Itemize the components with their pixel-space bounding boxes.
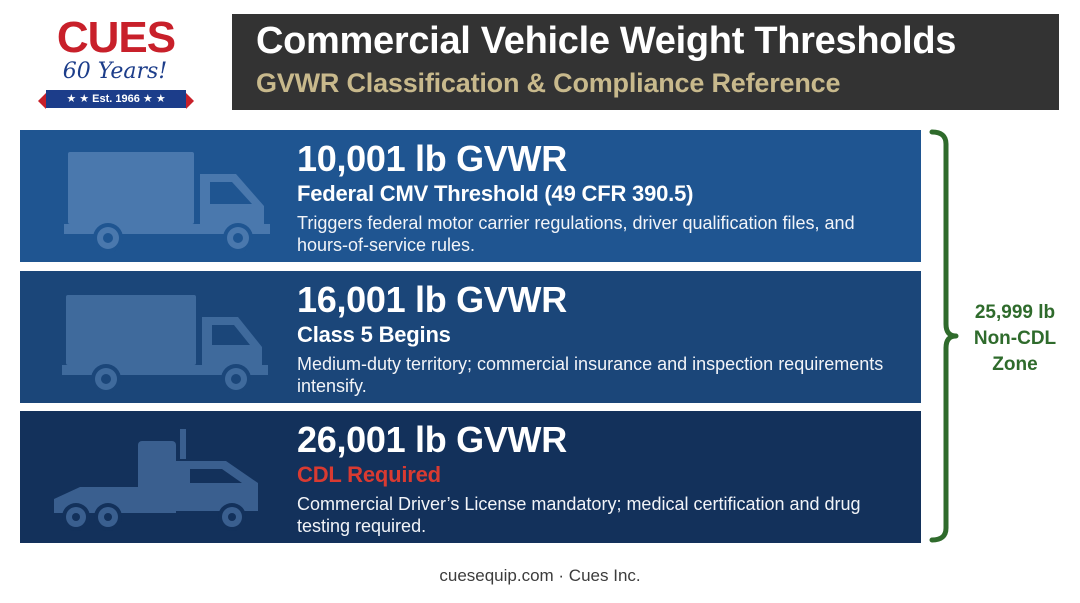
threshold-weight: 16,001 lb GVWR <box>297 279 567 320</box>
bracket-label-line3: Zone <box>992 354 1038 375</box>
threshold-weight: 26,001 lb GVWR <box>297 419 567 460</box>
bracket-label-weight: 25,999 lb <box>974 302 1056 323</box>
threshold-band-26001: 26,001 lb GVWR CDL Required Commercial D… <box>20 411 921 543</box>
threshold-heading: Federal CMV Threshold (49 CFR 390.5) <box>297 181 694 206</box>
box-truck-icon <box>64 152 270 252</box>
page-subtitle: GVWR Classification & Compliance Referen… <box>256 68 841 98</box>
non-cdl-zone-bracket <box>929 129 959 543</box>
header-banner: Commercial Vehicle Weight Thresholds GVW… <box>232 14 1059 110</box>
threshold-heading-cdl-required: CDL Required <box>297 462 441 487</box>
logo-established-ribbon: ★ ★ Est. 1966 ★ ★ <box>38 90 194 109</box>
threshold-weight: 10,001 lb GVWR <box>297 138 567 179</box>
threshold-band-16001: 16,001 lb GVWR Class 5 Begins Medium-dut… <box>20 271 921 403</box>
logo-wordmark: CUES <box>56 13 176 62</box>
footer-credit: cuesequip.com · Cues Inc. <box>439 566 641 585</box>
threshold-band-10001: 10,001 lb GVWR Federal CMV Threshold (49… <box>20 130 921 262</box>
page-title: Commercial Vehicle Weight Thresholds <box>256 20 957 62</box>
semi-tractor-icon <box>54 429 258 531</box>
logo-anniversary: 60 Years! <box>62 59 168 84</box>
cues-logo: CUES 60 Years! ★ ★ Est. 1966 ★ ★ <box>38 13 194 110</box>
non-cdl-zone-label: 25,999 lb Non-CDL Zone <box>960 300 1070 378</box>
bracket-label-line2: Non-CDL <box>973 328 1057 349</box>
threshold-description: Medium-duty territory; commercial insura… <box>297 354 884 396</box>
threshold-heading: Class 5 Begins <box>297 322 451 347</box>
threshold-description: Triggers federal motor carrier regulatio… <box>297 213 855 255</box>
threshold-description: Commercial Driver’s License mandatory; m… <box>297 494 861 536</box>
box-truck-icon <box>62 295 268 393</box>
